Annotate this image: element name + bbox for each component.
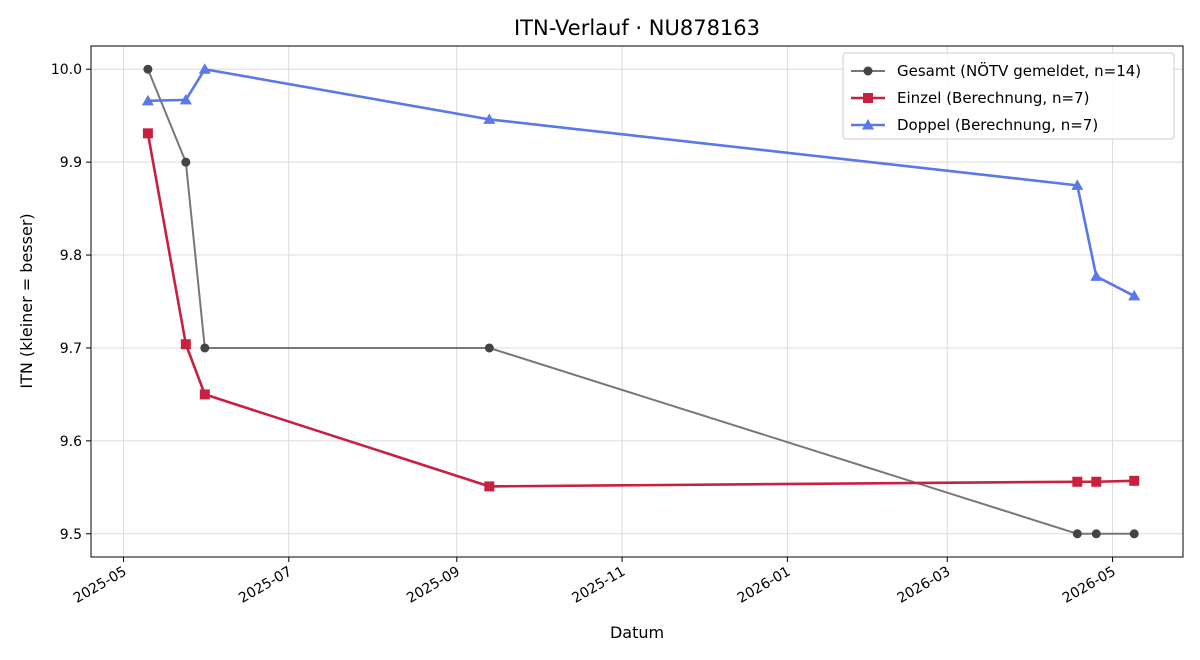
- data-point: [180, 339, 191, 350]
- x-tick-label: 2025-07: [236, 564, 295, 607]
- data-point: [1091, 476, 1102, 487]
- y-axis: 9.5 9.6 9.7 9.8 9.9 10.0: [51, 62, 91, 543]
- data-point: [1129, 475, 1140, 486]
- legend-entry-label: Einzel (Berechnung, n=7): [897, 89, 1089, 107]
- legend-swatch-marker: [863, 93, 873, 103]
- y-tick-label: 10.0: [51, 62, 82, 78]
- series-2: [141, 63, 1141, 301]
- y-tick-label: 9.6: [60, 434, 82, 450]
- series-line: [146, 133, 1135, 488]
- data-point: [1090, 270, 1103, 281]
- y-tick-label: 9.9: [60, 155, 82, 171]
- plot-area-frame: [90, 45, 1184, 558]
- series-1: [142, 128, 1140, 492]
- x-tick-label: 2026-05: [1060, 564, 1119, 607]
- data-point: [1129, 529, 1139, 539]
- data-point: [142, 128, 153, 139]
- y-tick-label: 9.8: [60, 248, 82, 264]
- x-axis-label: Datum: [610, 623, 664, 642]
- legend-entry-label: Gesamt (NÖTV gemeldet, n=14): [897, 61, 1141, 80]
- data-point: [141, 94, 154, 106]
- series-0: [143, 64, 1139, 539]
- legend-entry-label: Doppel (Berechnung, n=7): [897, 116, 1098, 134]
- data-point: [179, 93, 192, 105]
- data-point: [483, 113, 496, 124]
- y-axis-label: ITN (kleiner = besser): [17, 213, 36, 388]
- data-point: [1091, 529, 1101, 539]
- data-point: [181, 157, 191, 167]
- data-point: [1128, 289, 1141, 301]
- data-point: [200, 343, 210, 353]
- y-tick-label: 9.5: [60, 527, 82, 543]
- series-layer: [141, 63, 1141, 539]
- data-point: [1072, 476, 1083, 487]
- data-point: [1072, 529, 1082, 539]
- data-point: [199, 389, 210, 400]
- data-point: [484, 481, 495, 492]
- x-tick-label: 2025-09: [404, 564, 463, 607]
- data-point: [484, 343, 494, 353]
- data-point: [198, 63, 211, 74]
- x-tick-label: 2025-11: [569, 564, 628, 607]
- legend-swatch-marker: [863, 66, 873, 76]
- chart-title: ITN-Verlauf · NU878163: [514, 16, 760, 40]
- x-tick-label: 2025-05: [71, 564, 130, 607]
- data-point: [1071, 179, 1084, 190]
- legend-box: [842, 52, 1175, 140]
- legend: Gesamt (NÖTV gemeldet, n=14) Einzel (Bere…: [842, 52, 1175, 140]
- y-tick-label: 9.7: [60, 341, 82, 357]
- x-tick-label: 2026-03: [895, 564, 954, 607]
- x-axis: 2025-05 2025-07 2025-09 2025-11 2026-01 2026-…: [71, 557, 1119, 607]
- legend-swatch-marker: [862, 119, 874, 130]
- data-point: [143, 64, 153, 74]
- x-tick-label: 2026-01: [735, 564, 794, 607]
